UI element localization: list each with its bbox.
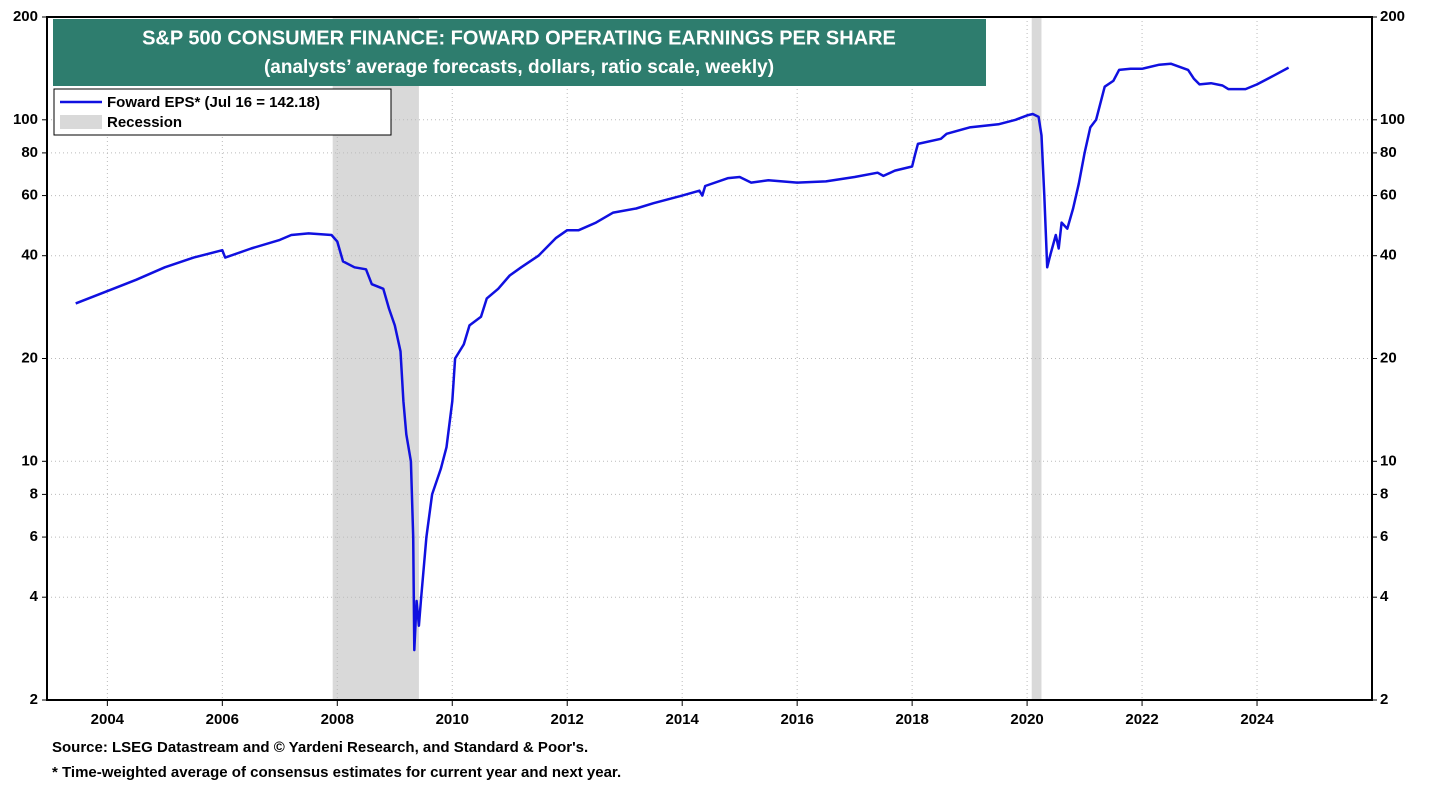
y-tick-label: 200 <box>13 8 38 25</box>
y-tick-label: 10 <box>21 452 38 469</box>
y2-tick-label: 40 <box>1380 247 1397 264</box>
y2-tick-label: 60 <box>1380 187 1397 204</box>
y-tick-label: 100 <box>13 111 38 128</box>
y2-tick-label: 2 <box>1380 691 1388 708</box>
x-tick-label: 2020 <box>1010 711 1043 728</box>
x-tick-label: 2006 <box>206 711 239 728</box>
x-tick-label: 2008 <box>321 711 354 728</box>
x-tick-label: 2010 <box>436 711 469 728</box>
y-tick-label: 8 <box>30 485 38 502</box>
x-tick-label: 2004 <box>91 711 125 728</box>
legend-box <box>53 88 392 136</box>
y-tick-label: 2 <box>30 691 38 708</box>
legend-label: Recession <box>107 114 182 131</box>
y2-tick-label: 100 <box>1380 111 1405 128</box>
title-box <box>53 19 986 86</box>
y-tick-label: 4 <box>30 588 39 605</box>
recession-band <box>1031 17 1042 700</box>
x-tick-label: 2018 <box>895 711 928 728</box>
eps-line <box>75 62 1290 652</box>
chart-title: S&P 500 CONSUMER FINANCE: FOWARD OPERATI… <box>142 27 896 49</box>
legend-label: Foward EPS* (Jul 16 = 142.18) <box>107 94 320 111</box>
y-tick-label: 20 <box>21 349 38 366</box>
x-tick-label: 2012 <box>551 711 584 728</box>
chart-subtitle: (analysts’ average forecasts, dollars, r… <box>264 57 774 78</box>
y-tick-label: 80 <box>21 144 38 161</box>
note: * Time-weighted average of consensus est… <box>52 764 621 781</box>
y2-tick-label: 6 <box>1380 528 1388 545</box>
x-tick-label: 2022 <box>1125 711 1158 728</box>
source: Source: LSEG Datastream and © Yardeni Re… <box>52 739 588 756</box>
y2-tick-label: 200 <box>1380 8 1405 25</box>
y2-tick-label: 8 <box>1380 485 1388 502</box>
plot-frame <box>46 16 1373 701</box>
legend-swatch <box>60 115 102 129</box>
y-tick-label: 40 <box>21 247 38 264</box>
x-tick-label: 2016 <box>780 711 813 728</box>
x-tick-label: 2024 <box>1240 711 1274 728</box>
y-tick-label: 6 <box>30 528 38 545</box>
y-tick-label: 60 <box>21 187 38 204</box>
y2-tick-label: 80 <box>1380 144 1397 161</box>
y2-tick-label: 20 <box>1380 349 1397 366</box>
y2-tick-label: 4 <box>1380 588 1389 605</box>
y2-tick-label: 10 <box>1380 452 1397 469</box>
x-tick-label: 2014 <box>666 711 700 728</box>
